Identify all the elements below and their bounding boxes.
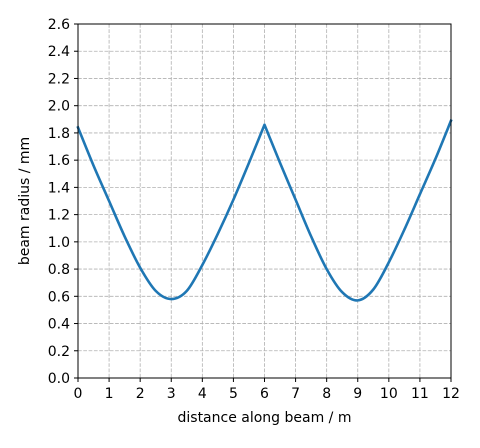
series-layer <box>76 118 453 302</box>
series-line <box>76 118 453 302</box>
x-tick-label: 7 <box>291 386 300 402</box>
x-tick-label: 11 <box>411 386 429 402</box>
y-tick-label: 0.0 <box>48 371 70 387</box>
y-tick-label: 2.2 <box>48 71 70 87</box>
y-axis-label: beam radius / mm <box>17 137 33 265</box>
ticks: 0 1 2 3 4 5 6 7 8 9 10 11 120.00.20.40.60.81.01.21.4… <box>48 17 460 402</box>
y-tick-label: 1.2 <box>48 208 70 224</box>
x-tick-label: 12 <box>442 386 460 402</box>
y-tick-label: 0.2 <box>48 344 70 360</box>
y-tick-label: 2.0 <box>48 99 70 115</box>
x-tick-label: 10 <box>380 386 398 402</box>
x-tick-label: 3 <box>167 386 176 402</box>
x-tick-label: 6 <box>260 386 269 402</box>
x-tick-label: 9 <box>353 386 362 402</box>
y-tick-label: 1.0 <box>48 235 70 251</box>
y-tick-label: 0.4 <box>48 317 70 333</box>
x-tick-label: 0 <box>74 386 83 402</box>
y-tick-label: 1.8 <box>48 126 70 142</box>
x-tick-label: 2 <box>136 386 145 402</box>
y-tick-label: 1.6 <box>48 153 70 169</box>
y-tick-label: 1.4 <box>48 180 70 196</box>
y-tick-label: 2.4 <box>48 44 70 60</box>
x-axis-label: distance along beam / m <box>178 410 352 426</box>
x-tick-label: 5 <box>229 386 238 402</box>
grid <box>77 23 452 379</box>
x-tick-label: 1 <box>105 386 114 402</box>
y-tick-label: 0.8 <box>48 262 70 278</box>
y-tick-label: 2.6 <box>48 17 70 33</box>
x-tick-label: 4 <box>198 386 207 402</box>
x-tick-label: 8 <box>322 386 331 402</box>
y-tick-label: 0.6 <box>48 289 70 305</box>
